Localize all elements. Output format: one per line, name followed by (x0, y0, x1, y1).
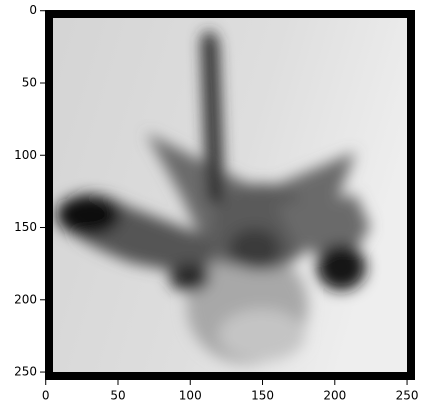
x-tick-label: 250 (396, 389, 419, 403)
y-tick-label: 200 (14, 292, 37, 306)
x-tick-label: 0 (42, 389, 50, 403)
y-tick-label: 100 (14, 148, 37, 162)
x-tick-label: 150 (251, 389, 274, 403)
x-tick-label: 50 (110, 389, 125, 403)
image (45, 10, 415, 380)
image-border (45, 10, 415, 380)
y-tick-label: 0 (29, 3, 37, 17)
x-tick-label: 100 (179, 389, 202, 403)
x-tick-label: 200 (323, 389, 346, 403)
y-tick-label: 50 (22, 75, 37, 89)
y-tick-label: 150 (14, 220, 37, 234)
y-tick-label: 250 (14, 365, 37, 379)
cat (56, 30, 371, 365)
